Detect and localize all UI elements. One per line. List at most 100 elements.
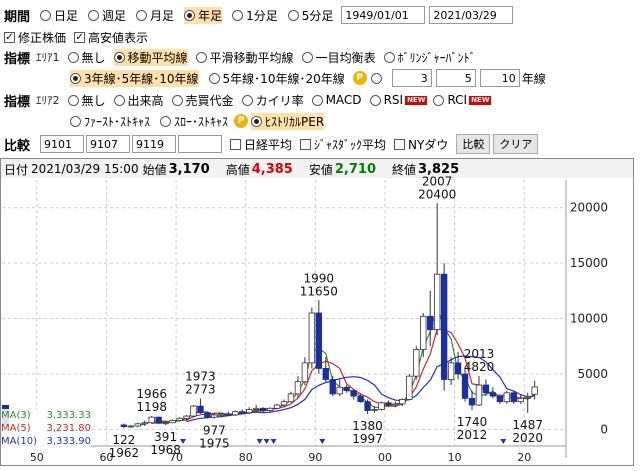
checkbox-icon[interactable]: [74, 31, 86, 43]
radio-icon[interactable]: [232, 9, 244, 21]
candle-body: [301, 362, 309, 383]
ma-custom-1[interactable]: 3: [391, 69, 432, 87]
ind2-fast-stoch[interactable]: ﾌｧｰｽﾄ･ｽﾄｷｬｽ: [70, 113, 150, 130]
radio-icon[interactable]: [287, 9, 299, 21]
radio-icon[interactable]: [241, 94, 253, 106]
radio-icon[interactable]: [171, 94, 183, 106]
ind2-slow-stoch[interactable]: ｽﾛｰ･ｽﾄｷｬｽ: [160, 113, 228, 130]
ma-custom-radio[interactable]: [370, 72, 382, 84]
ma-option-5-10-20[interactable]: 5年線･10年線･20年線: [208, 70, 345, 87]
ind1-bollinger[interactable]: ﾎﾞﾘﾝｼﾞｬｰﾊﾞﾝﾄﾞ: [383, 49, 476, 66]
ind2-macd[interactable]: MACD: [311, 93, 362, 107]
jasdaq-checkbox[interactable]: ｼﾞｬｽﾀﾞｯｸ平均: [300, 136, 386, 153]
radio-icon[interactable]: [136, 9, 148, 21]
candle-body: [468, 397, 476, 406]
ind1-smoothed-ma[interactable]: 平滑移動平均線: [195, 49, 294, 66]
period-option-5min[interactable]: 5分足: [287, 7, 333, 24]
period-option-monthly[interactable]: 月足: [136, 7, 174, 24]
ind1-moving-average[interactable]: 移動平均線: [113, 48, 188, 66]
info-bar-bg: [1, 159, 633, 178]
grid-lines: [2, 180, 567, 458]
indicator2-row: 指標 ｴﾘｱ2 無し 出来高 売買代金 カイリ率 MACD RSI NEW RCI…: [4, 89, 492, 111]
radio-icon[interactable]: [195, 51, 207, 63]
high-label: 高値: [225, 162, 250, 177]
ind2-historical-per[interactable]: ﾋｽﾄﾘｶﾙPER: [251, 112, 325, 130]
radio-icon[interactable]: [433, 94, 445, 106]
compare-button[interactable]: 比較: [456, 134, 491, 154]
radio-icon[interactable]: [311, 94, 323, 106]
ind1-ichimoku[interactable]: 一目均衡表: [301, 49, 376, 66]
checkbox-icon[interactable]: [230, 138, 242, 150]
radio-icon[interactable]: [301, 51, 313, 63]
clear-button[interactable]: クリア: [493, 134, 539, 154]
high-low-checkbox[interactable]: 高安値表示: [74, 29, 148, 46]
candle-body: [232, 411, 239, 416]
radio-icon[interactable]: [70, 72, 81, 84]
compare-code-4[interactable]: [178, 135, 223, 153]
candle-body: [134, 423, 141, 427]
ma-legend: MA(3) 3,333.33 MA(5) 3,231.80 MA(10) 3,333.…: [1, 409, 91, 448]
candle-body: [225, 413, 232, 416]
compare-code-2[interactable]: 9107: [86, 135, 131, 153]
checkbox-icon[interactable]: [300, 138, 312, 150]
date-to-input[interactable]: 2021/03/29: [429, 6, 514, 24]
radio-icon[interactable]: [251, 115, 263, 127]
radio-icon[interactable]: [113, 94, 125, 106]
ind2-none[interactable]: 無し: [67, 92, 106, 109]
adjusted-price-checkbox[interactable]: 修正株価: [4, 29, 66, 46]
candle-body: [503, 392, 511, 403]
chart-area[interactable]: 1966 1198 1973 2773 1990 11650 2007 20400 2013 48…: [0, 158, 634, 466]
price-annotation: 1997: [352, 432, 383, 446]
candle-body: [524, 396, 531, 399]
candle-body: [287, 393, 295, 403]
price-annotation: 2012: [457, 428, 488, 442]
radio-icon[interactable]: [160, 115, 172, 127]
nikkei-checkbox[interactable]: 日経平均: [230, 136, 292, 153]
ind2-deviation[interactable]: カイリ率: [241, 92, 304, 109]
compare-code-3[interactable]: 9119: [132, 135, 177, 153]
candle-body: [239, 411, 246, 414]
ind2-turnover[interactable]: 売買代金: [171, 92, 234, 109]
event-marker-icon: [270, 439, 277, 444]
radio-icon[interactable]: [70, 115, 81, 127]
checkbox-icon[interactable]: [4, 31, 15, 43]
compare-code-1[interactable]: 9101: [40, 135, 85, 153]
checkbox-icon[interactable]: [394, 138, 406, 150]
radio-icon[interactable]: [67, 51, 79, 63]
price-annotation: 1740: [457, 415, 488, 429]
radio-icon[interactable]: [208, 72, 220, 84]
ind2-rci[interactable]: RCI NEW: [433, 93, 492, 107]
radio-icon[interactable]: [113, 51, 125, 63]
candle-body: [322, 368, 329, 380]
y-axis-ticks: 0 5000 10000 15000 20000: [570, 201, 608, 437]
period-option-weekly[interactable]: 週足: [88, 7, 126, 24]
candle-body: [252, 407, 260, 410]
radio-icon[interactable]: [184, 9, 196, 21]
indicator2b-row: ﾌｧｰｽﾄ･ｽﾄｷｬｽ ｽﾛｰ･ｽﾄｷｬｽ P ﾋｽﾄﾘｶﾙPER: [70, 110, 325, 132]
ma-option-3-5-10[interactable]: 3年線･5年線･10年線: [70, 69, 199, 87]
period-row: 期間 日足 週足 月足 年足 1分足 5分足 1949/01/01 2021/0…: [4, 4, 514, 26]
date-from-input[interactable]: 1949/01/01: [341, 6, 426, 24]
nydow-checkbox[interactable]: NYダウ: [394, 136, 448, 153]
radio-icon[interactable]: [369, 94, 381, 106]
ind2-volume[interactable]: 出来高: [113, 92, 164, 109]
ma-custom-3[interactable]: 10: [479, 69, 520, 87]
period-option-yearly[interactable]: 年足: [184, 6, 223, 24]
radio-icon[interactable]: [383, 51, 395, 63]
period-option-daily[interactable]: 日足: [40, 7, 78, 24]
period-option-1min[interactable]: 1分足: [232, 7, 278, 24]
ma-row: 3年線･5年線･10年線 5年線･10年線･20年線 P 3 5 10 年線: [70, 67, 546, 89]
options-row: 修正株価 高安値表示: [4, 26, 148, 48]
radio-icon[interactable]: [40, 9, 52, 21]
candle-body: [315, 312, 323, 369]
indicator2-label: 指標: [4, 94, 31, 110]
ind2-rsi[interactable]: RSI NEW: [369, 93, 428, 107]
ma-custom-2[interactable]: 5: [435, 69, 476, 87]
radio-icon[interactable]: [88, 9, 100, 21]
ind1-none[interactable]: 無し: [67, 49, 106, 66]
moving-average-lines: [137, 304, 536, 427]
y-tick-label: 0: [600, 422, 608, 436]
price-annotation: 1962: [109, 446, 140, 460]
radio-icon[interactable]: [67, 94, 79, 106]
